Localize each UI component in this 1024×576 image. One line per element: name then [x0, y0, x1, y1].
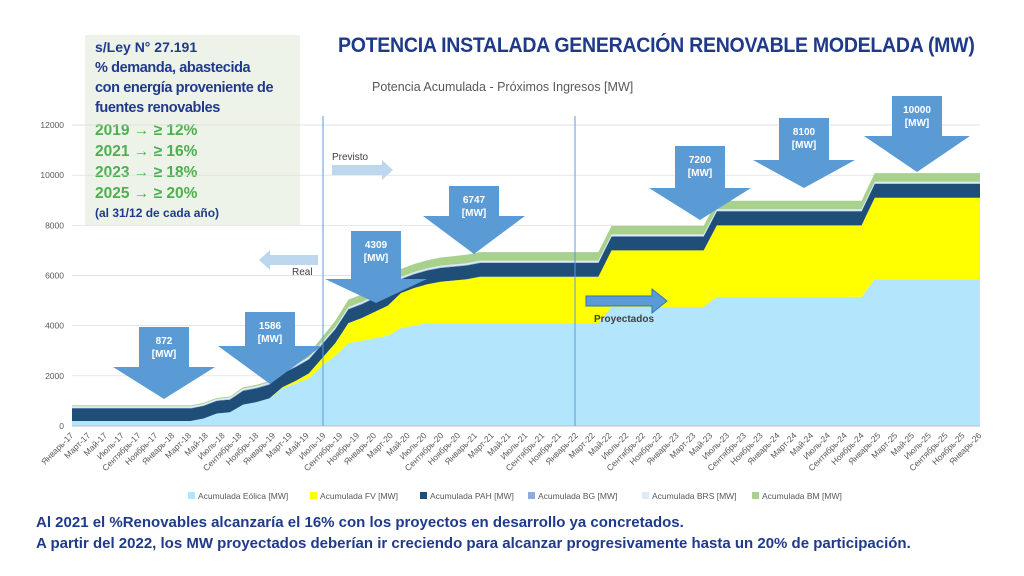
legend-label-1: Acumulada FV [MW]: [320, 491, 398, 501]
mw-arrow-label: [MW]: [258, 334, 282, 345]
mw-arrow-label: 6747: [463, 195, 486, 206]
legend-swatch-2: [420, 492, 427, 499]
law-target-2023: 2023 → ≥ 18%: [95, 164, 198, 181]
proyectados-label: Proyectados: [594, 314, 654, 325]
y-tick-label: 2000: [45, 371, 64, 381]
mw-arrow-2: [325, 231, 427, 303]
law-title: s/Ley N° 27.191: [95, 39, 198, 55]
legend-label-3: Acumulada BG [MW]: [538, 491, 617, 501]
legend-swatch-4: [642, 492, 649, 499]
legend-label-4: Acumulada BRS [MW]: [652, 491, 737, 501]
footer-notes: Al 2021 el %Renovables alcanzaría el 16%…: [36, 512, 911, 554]
law-line-3: con energía proveniente de: [95, 80, 274, 96]
real-label: Real: [292, 267, 313, 278]
law-line-2: % demanda, abastecida: [95, 60, 251, 76]
mw-arrow-4: [649, 146, 751, 220]
y-tick-label: 10000: [40, 170, 64, 180]
mw-arrow-1: [218, 312, 322, 384]
mw-arrow-label: 4309: [365, 240, 388, 251]
legend-swatch-3: [528, 492, 535, 499]
legend-swatch-5: [752, 492, 759, 499]
law-targets-box: [85, 35, 300, 225]
mw-arrow-label: [MW]: [792, 140, 816, 151]
legend-label-5: Acumulada BM [MW]: [762, 491, 842, 501]
y-tick-label: 12000: [40, 120, 64, 130]
chart-title: Potencia Acumulada - Próximos Ingresos […: [372, 80, 634, 94]
mw-arrow-label: [MW]: [364, 253, 388, 264]
mw-arrow-label: [MW]: [905, 118, 929, 129]
mw-arrow-label: [MW]: [688, 168, 712, 179]
y-tick-label: 0: [59, 421, 64, 431]
law-target-2021: 2021 → ≥ 16%: [95, 143, 198, 160]
law-target-2019: 2019 → ≥ 12%: [95, 122, 198, 139]
mw-arrow-5: [753, 118, 855, 188]
mw-arrow-6: [864, 96, 970, 172]
y-tick-label: 6000: [45, 271, 64, 281]
legend-label-2: Acumulada PAH [MW]: [430, 491, 514, 501]
mw-arrow-label: 10000: [903, 105, 931, 116]
mw-arrow-label: 7200: [689, 155, 712, 166]
mw-arrow-label: 872: [156, 336, 173, 347]
mw-arrow-label: 1586: [259, 321, 282, 332]
legend-swatch-0: [188, 492, 195, 499]
mw-arrow-0: [113, 327, 215, 399]
mw-arrow-label: 8100: [793, 127, 816, 138]
mw-arrow-3: [423, 186, 525, 254]
y-tick-label: 8000: [45, 220, 64, 230]
law-target-2025: 2025 → ≥ 20%: [95, 185, 198, 202]
previsto-label: Previsto: [332, 152, 369, 163]
y-tick-label: 4000: [45, 321, 64, 331]
series-area-0: [72, 279, 980, 426]
series-area-1: [72, 197, 980, 421]
footer-line-1: Al 2021 el %Renovables alcanzaría el 16%…: [36, 514, 684, 531]
real-arrow: [259, 250, 318, 270]
proyectados-arrow: [585, 287, 668, 315]
legend-swatch-1: [310, 492, 317, 499]
mw-arrow-label: [MW]: [152, 349, 176, 360]
law-note: (al 31/12 de cada año): [95, 206, 220, 220]
law-line-4: fuentes renovables: [95, 100, 220, 116]
mw-arrow-label: [MW]: [462, 208, 486, 219]
previsto-arrow: [332, 160, 393, 180]
page-title: POTENCIA INSTALADA GENERACIÓN RENOVABLE …: [338, 34, 975, 57]
footer-line-2: A partir del 2022, los MW proyectados de…: [36, 535, 911, 552]
legend-label-0: Acumulada Eólica [MW]: [198, 491, 288, 501]
